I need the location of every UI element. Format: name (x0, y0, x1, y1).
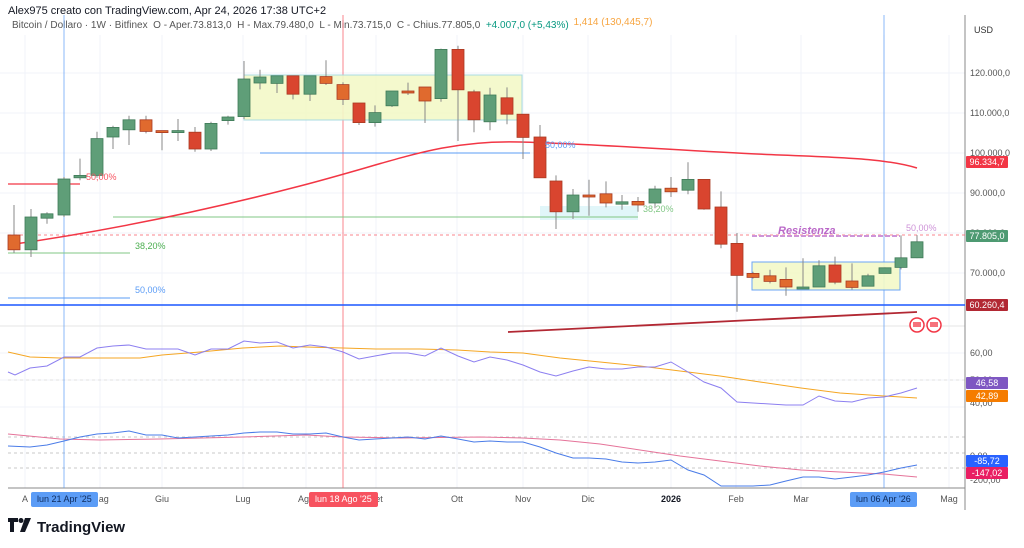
svg-text:40,00: 40,00 (970, 398, 993, 408)
symbol-name[interactable]: Bitcoin / Dollaro · 1W · Bitfinex (12, 20, 148, 31)
svg-text:38,20%: 38,20% (135, 241, 166, 251)
low-value: L - Min.73.715,0 (319, 20, 392, 31)
time-axis-label: Nov (514, 494, 532, 504)
svg-text:100.000,0: 100.000,0 (970, 148, 1010, 158)
time-axis-label: Ago (297, 494, 315, 504)
svg-text:50,00%: 50,00% (545, 140, 576, 150)
svg-text:90.000,0: 90.000,0 (970, 188, 1005, 198)
price-tag: -147,02 (966, 467, 1008, 479)
svg-text:50,00%: 50,00% (906, 223, 937, 233)
time-axis-label: Feb (728, 494, 744, 504)
time-axis-label: Mar (793, 494, 809, 504)
time-axis[interactable]: AMagGiuLugAgoSetOttNovDic2026FebMarMaglu… (0, 490, 965, 510)
crosshair-date-tag: lun 18 Ago '25 (309, 492, 378, 507)
crosshair-date-tag: lun 06 Apr '26 (850, 492, 917, 507)
price-tag: 96.334,7 (966, 156, 1008, 168)
time-axis-label: Ott (450, 494, 464, 504)
price-tag: 77.805,0 (966, 230, 1008, 242)
price-tag: 46,58 (966, 377, 1008, 389)
open-value: O - Aper.73.813,0 (153, 20, 232, 31)
time-axis-label: Giu (154, 494, 170, 504)
time-axis-label: Mag (91, 494, 109, 504)
time-axis-label: 2026 (660, 494, 682, 504)
currency-label[interactable]: USD (974, 25, 994, 35)
svg-text:-200,00: -200,00 (970, 475, 1001, 485)
svg-text:50,00%: 50,00% (86, 172, 117, 182)
svg-text:50,00%: 50,00% (135, 285, 166, 295)
change-value: +4.007,0 (+5,43%) (485, 20, 569, 31)
svg-text:70.000,0: 70.000,0 (970, 268, 1005, 278)
tradingview-logo[interactable]: TradingView (8, 518, 125, 536)
svg-text:Resistenza: Resistenza (778, 225, 835, 237)
price-tag: -85,72 (966, 455, 1008, 467)
volume-value: 1,414 (130,445,7) (573, 17, 653, 28)
tradingview-logo-text: TradingView (37, 518, 126, 536)
time-axis-label: Lug (235, 494, 251, 504)
tradingview-logo-icon (8, 518, 32, 536)
time-axis-label: A (21, 494, 29, 504)
symbol-legend: Bitcoin / Dollaro · 1W · Bitfinex O - Ap… (12, 17, 653, 31)
high-value: H - Max.79.480,0 (237, 20, 314, 31)
time-axis-label: Dic (581, 494, 595, 504)
svg-text:60,00: 60,00 (970, 348, 993, 358)
svg-text:110.000,0: 110.000,0 (970, 108, 1009, 118)
svg-text:38,20%: 38,20% (643, 204, 674, 214)
svg-text:120.000,0: 120.000,0 (970, 68, 1010, 78)
author-line: Alex975 creato con TradingView.com, Apr … (8, 5, 327, 17)
price-tag: 42,89 (966, 390, 1008, 402)
close-value: C - Chius.77.805,0 (396, 20, 481, 31)
price-tag: 60.260,4 (966, 299, 1008, 311)
time-axis-label: Mag (940, 494, 958, 504)
crosshair-date-tag: lun 21 Apr '25 (31, 492, 98, 507)
